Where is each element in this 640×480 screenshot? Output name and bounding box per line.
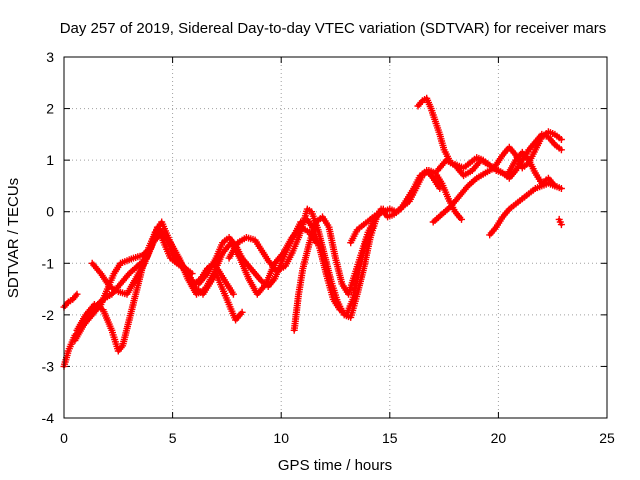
x-tick-label: 25 bbox=[599, 430, 615, 446]
series-sat-m bbox=[486, 179, 559, 239]
x-tick-label: 5 bbox=[169, 430, 177, 446]
series-sat-g bbox=[225, 205, 387, 321]
data-series bbox=[60, 94, 565, 370]
y-tick-label: -4 bbox=[42, 410, 55, 426]
x-tick-label: 0 bbox=[60, 430, 68, 446]
y-axis-label: SDTVAR / TECUs bbox=[5, 178, 22, 298]
x-tick-label: 20 bbox=[491, 430, 507, 446]
y-tick-label: 0 bbox=[46, 204, 54, 220]
plot-frame bbox=[63, 56, 608, 419]
series-markers bbox=[486, 179, 559, 239]
series-markers bbox=[555, 215, 565, 229]
y-tick-label: -1 bbox=[42, 255, 55, 271]
series-markers bbox=[225, 205, 387, 321]
y-tick-label: 2 bbox=[46, 101, 54, 117]
series-markers bbox=[434, 148, 565, 192]
axis-ticks: 0 5 10 15 20 25 -4 -3 -2 -1 0 1 2 3 bbox=[42, 49, 615, 446]
y-tick-label: -2 bbox=[42, 307, 55, 323]
x-tick-label: 10 bbox=[273, 430, 289, 446]
series-sat-l bbox=[429, 128, 565, 226]
x-axis-label: GPS time / hours bbox=[278, 457, 392, 474]
series-sat-n bbox=[555, 215, 565, 229]
series-markers bbox=[429, 128, 565, 226]
y-tick-label: 1 bbox=[46, 152, 54, 168]
chart-title: Day 257 of 2019, Sidereal Day-to-day VTE… bbox=[60, 20, 607, 37]
x-tick-label: 15 bbox=[382, 430, 398, 446]
y-tick-label: -3 bbox=[42, 358, 55, 374]
y-tick-label: 3 bbox=[46, 49, 54, 65]
